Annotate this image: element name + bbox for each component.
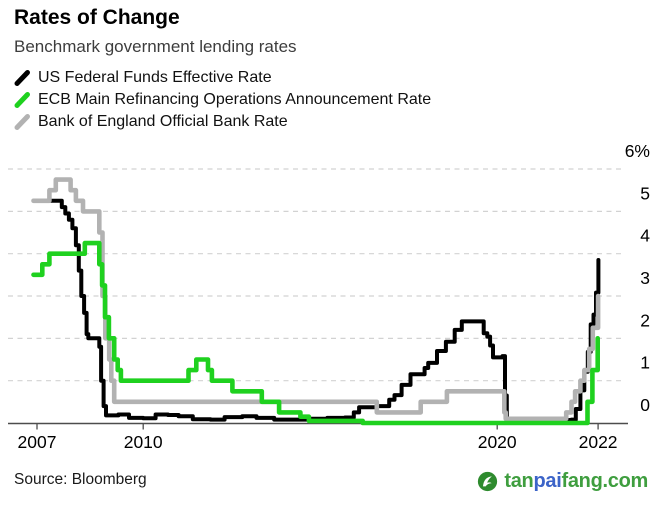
legend-item-label: ECB Main Refinancing Operations Announce… <box>38 91 432 108</box>
watermark-text-part: .com <box>602 470 649 492</box>
watermark-text-part: pai <box>533 470 562 492</box>
source-note: Source: Bloomberg <box>14 471 147 488</box>
legend-swatch-icon <box>14 92 30 108</box>
x-axis-label: 2007 <box>18 432 57 452</box>
legend-item-label: Bank of England Official Bank Rate <box>38 113 288 130</box>
watermark-text-part: fang <box>561 470 603 492</box>
legend-swatch-icon <box>14 114 30 130</box>
x-axis-label: 2010 <box>124 432 163 452</box>
series-line <box>31 177 601 422</box>
watermark-text: tanpaifang.com <box>504 470 648 493</box>
y-axis-label: 5 <box>640 183 650 203</box>
series-line <box>31 198 601 423</box>
legend-swatch-icon <box>14 70 30 86</box>
watermark-link[interactable]: tanpaifang.com <box>477 470 648 493</box>
legend-item: US Federal Funds Effective Rate <box>14 67 431 89</box>
legend-item: Bank of England Official Bank Rate <box>14 111 431 133</box>
chart-subtitle: Benchmark government lending rates <box>14 37 297 56</box>
x-axis-label: 2020 <box>478 432 517 452</box>
y-axis-label: 4 <box>640 226 650 246</box>
y-axis-label: 0 <box>640 395 650 415</box>
y-axis-label: 2 <box>640 310 650 330</box>
chart-header: Rates of Change Benchmark government len… <box>14 6 431 133</box>
tanpaifang-leaf-icon <box>478 471 498 492</box>
legend: US Federal Funds Effective Rate ECB Main … <box>14 67 431 133</box>
y-axis-label: 3 <box>640 268 650 288</box>
legend-item: ECB Main Refinancing Operations Announce… <box>14 89 431 111</box>
y-axis-label: 1 <box>640 353 650 373</box>
watermark-text-part: tan <box>504 470 534 492</box>
series-line <box>31 240 600 426</box>
page-title: Rates of Change <box>14 6 180 29</box>
legend-item-label: US Federal Funds Effective Rate <box>38 69 272 86</box>
y-axis-label: 6% <box>625 141 650 161</box>
x-axis-label: 2022 <box>579 432 618 452</box>
